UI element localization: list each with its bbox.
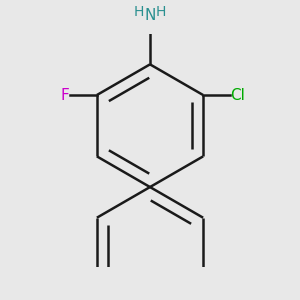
Text: N: N <box>144 8 156 23</box>
Text: H: H <box>134 5 144 19</box>
Text: H: H <box>156 5 166 19</box>
Text: F: F <box>61 88 70 103</box>
Text: Cl: Cl <box>230 88 245 103</box>
